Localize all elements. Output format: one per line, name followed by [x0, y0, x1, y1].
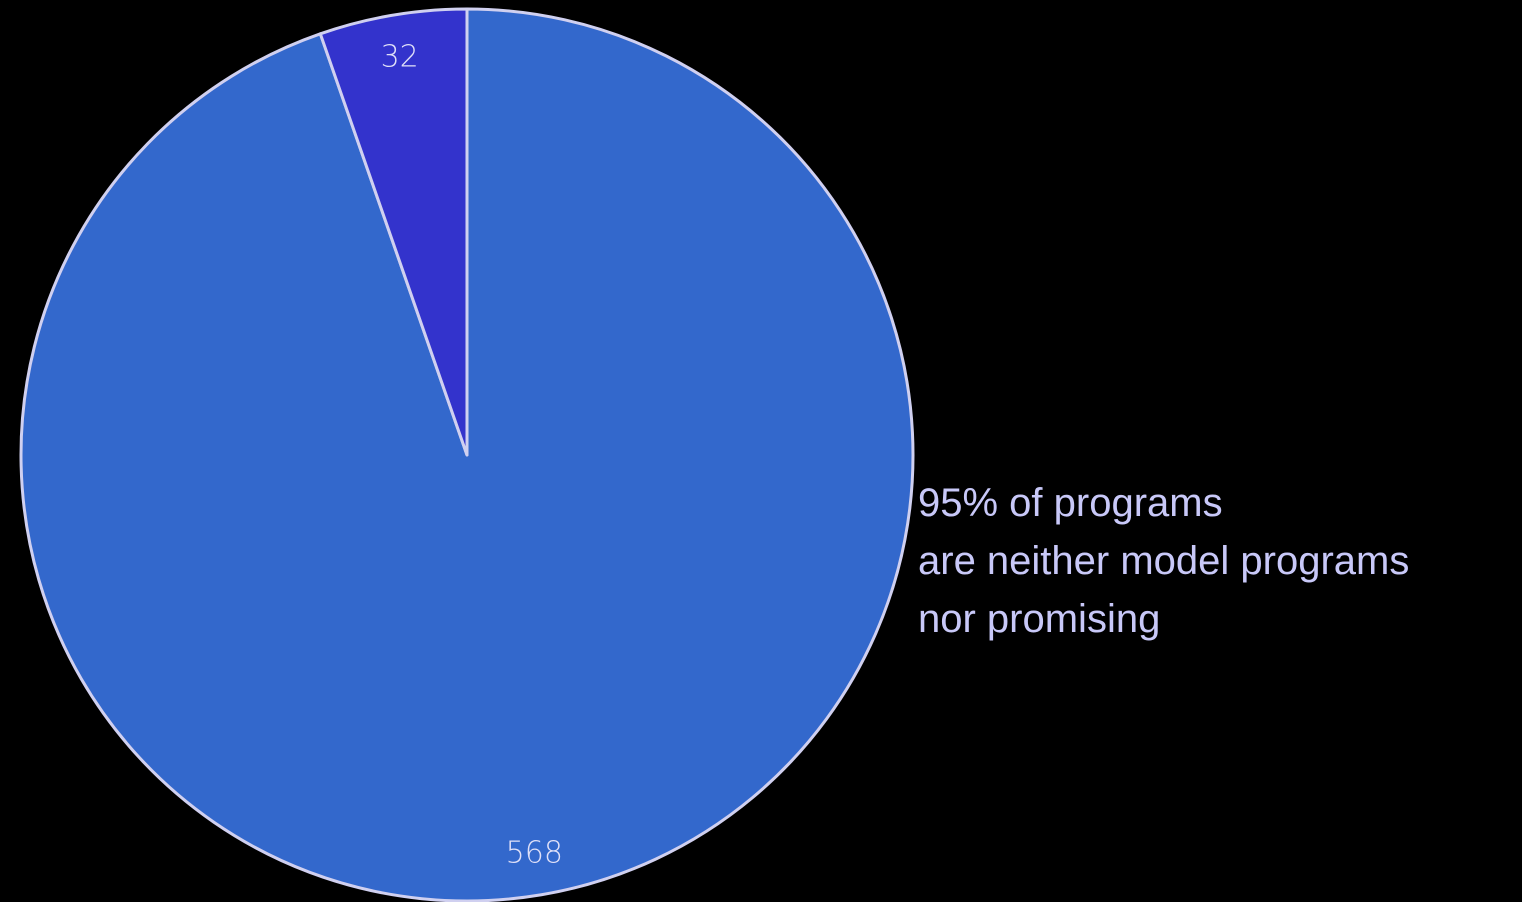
pie-slice-label-32: 32	[381, 40, 419, 75]
annotation-line-1: 95% of programs	[918, 481, 1223, 525]
pie-slice-label-568: 568	[506, 836, 563, 871]
annotation-line-2: are neither model programs	[918, 539, 1410, 583]
chart-annotation: 95% of programs are neither model progra…	[918, 474, 1409, 648]
pie-slice-labels: 568 32	[381, 40, 563, 871]
pie-slice-32	[318, 7, 469, 457]
pie-slices	[19, 7, 915, 902]
annotation-line-3: nor promising	[918, 597, 1161, 641]
